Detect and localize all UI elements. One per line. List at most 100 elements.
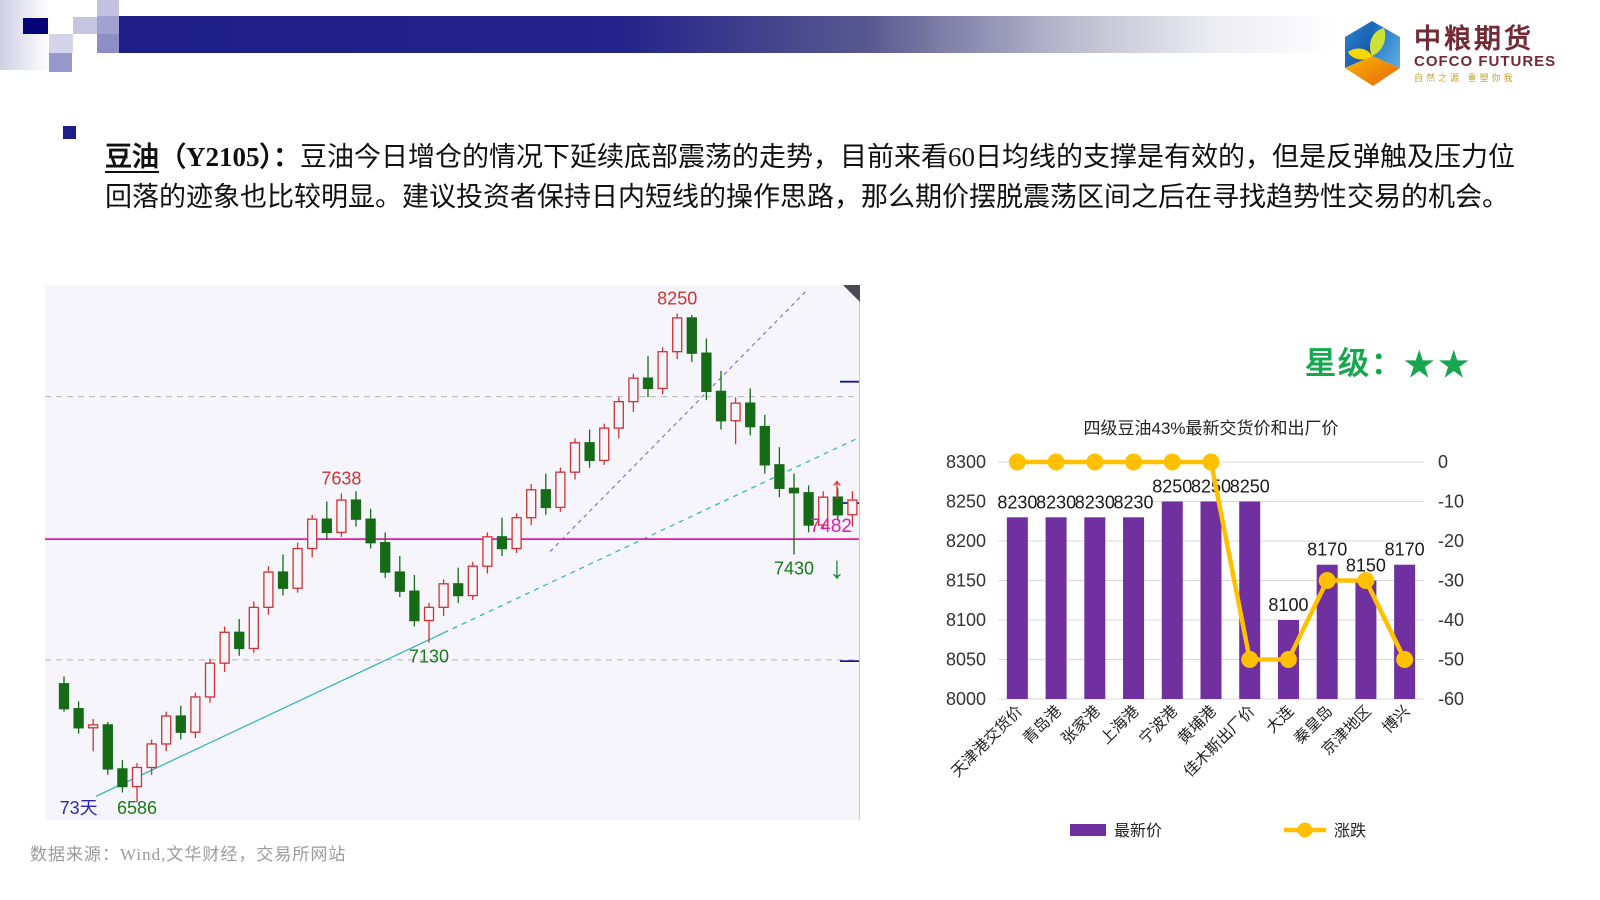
moving-average-line	[549, 289, 808, 552]
candle-body	[321, 518, 332, 534]
bar	[1355, 580, 1377, 699]
candle-body	[672, 317, 683, 353]
bar-chart-title: 四级豆油43%最新交货价和出厂价	[1083, 419, 1338, 438]
price-annotation: 8250	[657, 289, 697, 309]
price-annotation: 7430	[774, 558, 814, 578]
candle-body	[190, 696, 201, 733]
candle-body	[58, 683, 70, 710]
candle-body	[234, 631, 245, 650]
candle-body	[774, 464, 785, 489]
candlestick-chart: 7482 8250 7638 7130 7430 6586 73天 ↑ ↓	[45, 285, 860, 820]
deco-title-bar	[97, 16, 1337, 53]
cofco-logo-icon	[1345, 21, 1400, 86]
candle-body	[292, 547, 303, 589]
logo-name-cn: 中粮期货	[1414, 24, 1534, 54]
left-axis-label: 8150	[946, 571, 986, 591]
trendline-solid	[95, 632, 444, 797]
category-label: 宁波港	[1135, 702, 1181, 748]
candle-body	[102, 724, 113, 770]
legend-line-label: 涨跌	[1334, 822, 1366, 840]
candle-body	[759, 425, 770, 466]
candle-body	[511, 517, 522, 550]
deco-square	[49, 34, 73, 53]
category-label: 上海港	[1097, 702, 1143, 748]
right-axis-label: -20	[1438, 531, 1464, 551]
bar	[1123, 517, 1145, 699]
deco-square	[97, 0, 119, 16]
candle-body	[613, 401, 624, 429]
line-marker	[1125, 453, 1143, 471]
bar	[1200, 501, 1222, 699]
candle-body	[540, 489, 551, 509]
candle-body	[496, 536, 508, 550]
price-annotation: 6586	[117, 798, 157, 818]
price-annotation: 7130	[409, 647, 449, 667]
line-marker	[1357, 572, 1375, 589]
header-decoration	[0, 0, 1600, 80]
candle-body	[423, 606, 435, 622]
candle-body	[131, 766, 143, 788]
candle-body	[745, 402, 756, 428]
line-marker	[1202, 453, 1220, 471]
support-price-label: 7482	[810, 516, 852, 537]
candle-body	[482, 536, 493, 567]
down-arrow-icon: ↓	[829, 550, 845, 585]
bar-value-label: 8250	[1152, 477, 1192, 497]
bar-value-label: 8250	[1230, 477, 1270, 497]
candle-body	[701, 352, 712, 393]
bar	[1239, 501, 1261, 699]
line-marker	[1008, 453, 1026, 471]
commentary-text: 豆油（Y2105）：豆油今日增仓的情况下延续底部震荡的走势，目前来看60日均线的…	[105, 137, 1540, 217]
candle-body	[394, 571, 405, 592]
candle-body	[161, 715, 172, 745]
right-axis-label: -60	[1438, 689, 1464, 709]
legend-bar-swatch	[1070, 824, 1106, 836]
category-label: 张家港	[1058, 702, 1104, 748]
candle-body	[453, 583, 464, 597]
cofco-logo: 中粮期货 COFCO FUTURES 自然之源 重塑你我	[1336, 18, 1556, 92]
bar-value-label: 8170	[1385, 540, 1425, 560]
legend-bar-label: 最新价	[1114, 822, 1162, 840]
star-rating: 星级：★★	[1305, 338, 1473, 385]
right-axis-label: -10	[1438, 492, 1464, 512]
bullet-marker	[63, 126, 76, 139]
candle-body	[803, 492, 814, 526]
candle-body	[569, 442, 581, 473]
candle-body	[584, 442, 595, 462]
left-axis-label: 8000	[946, 689, 986, 709]
corner-marker-icon	[843, 285, 860, 302]
bar-value-label: 8230	[1075, 492, 1115, 512]
trendline-dashed	[443, 437, 859, 634]
logo-tagline: 自然之源 重塑你我	[1414, 73, 1516, 83]
left-axis-label: 8100	[946, 610, 986, 630]
candle-body	[365, 518, 376, 544]
candle-body	[657, 351, 668, 390]
line-marker	[1318, 572, 1336, 589]
line-marker	[1086, 453, 1104, 471]
bar	[1316, 564, 1338, 699]
bar-value-label: 8170	[1307, 540, 1347, 560]
legend-line-marker	[1297, 822, 1313, 838]
candle-body	[599, 427, 610, 462]
candle-body	[438, 583, 449, 608]
candle-body	[409, 590, 420, 622]
commentary-body: 豆油今日增仓的情况下延续底部震荡的走势，目前来看60日均线的支撑是有效的，但是反…	[105, 142, 1515, 212]
candle-body	[336, 499, 347, 534]
candle-body	[380, 542, 391, 573]
instrument-name: 豆油	[105, 142, 159, 172]
line-marker	[1396, 651, 1414, 668]
line-marker	[1047, 453, 1065, 471]
bar-value-label: 8150	[1346, 556, 1386, 576]
bar	[1006, 517, 1028, 699]
bar-value-label: 8230	[1114, 492, 1154, 512]
left-axis-label: 8200	[946, 531, 986, 551]
candle-body	[686, 317, 697, 354]
deco-square	[23, 18, 48, 34]
category-label: 博兴	[1379, 702, 1414, 737]
bar	[1394, 564, 1416, 699]
candle-body	[628, 377, 639, 403]
candle-body	[350, 499, 362, 520]
candle-body	[788, 487, 800, 494]
candle-body	[818, 496, 829, 526]
star-icons: ★★	[1404, 347, 1473, 384]
